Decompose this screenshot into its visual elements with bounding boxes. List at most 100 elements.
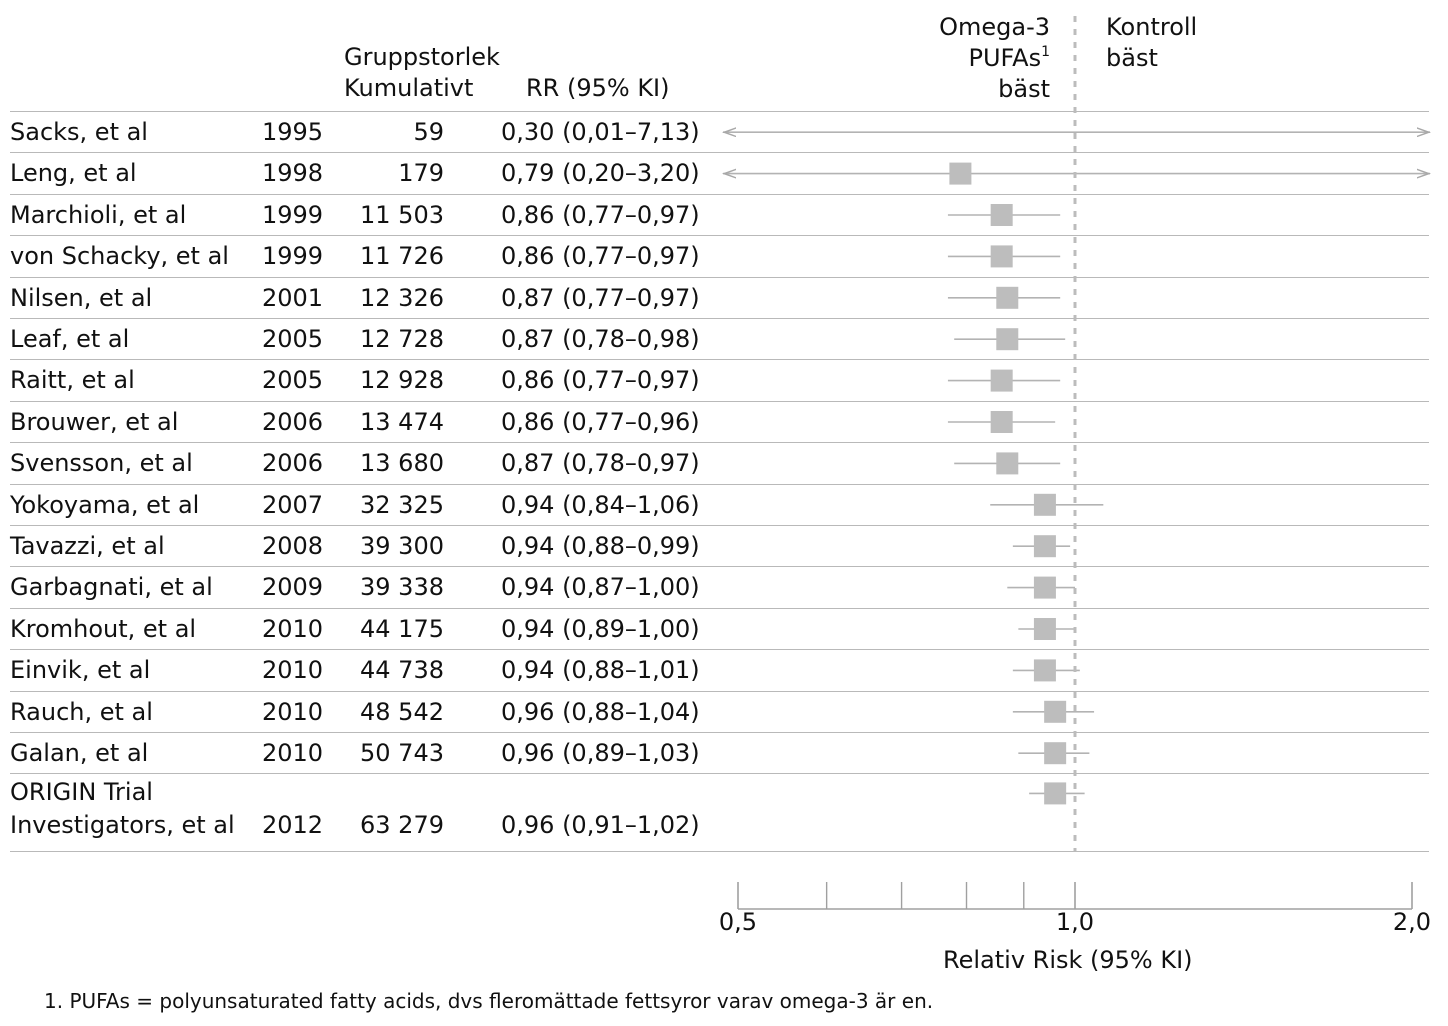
study-year: 2009 <box>262 573 324 602</box>
rr-value: 0,30 (0,01–7,13) <box>501 118 700 146</box>
cumulative-size: 48 542 <box>360 697 444 726</box>
study-name: Svensson, et al <box>10 449 193 478</box>
rr-marker <box>1033 535 1056 558</box>
study-name: Marchioli, et al <box>10 200 187 229</box>
rr-value: 0,96 (0,88–1,04) <box>501 697 700 726</box>
study-name: Brouwer, et al <box>10 407 179 436</box>
rr-marker <box>996 328 1019 351</box>
row-divider <box>10 235 1429 237</box>
study-year: 1998 <box>262 159 324 188</box>
x-tick-label: 2,0 <box>1392 908 1432 936</box>
rr-value: 0,87 (0,78–0,97) <box>501 449 700 478</box>
rr-value: 0,96 (0,91–1,02) <box>501 811 700 840</box>
cumulative-size: 44 738 <box>360 656 444 685</box>
study-year: 2007 <box>262 490 324 519</box>
rr-marker <box>1033 576 1056 599</box>
footnote-marker: 1 <box>1041 44 1050 60</box>
cumulative-size: 11 726 <box>360 242 444 271</box>
rr-marker <box>1044 742 1067 765</box>
row-divider <box>10 732 1429 733</box>
cumulative-size: 39 300 <box>360 532 444 560</box>
study-year: 2001 <box>262 283 324 312</box>
x-axis <box>737 882 1413 910</box>
row-divider <box>10 690 1429 692</box>
cumulative-size: 12 326 <box>360 283 444 312</box>
cumulative-size: 32 325 <box>360 490 444 519</box>
rr-marker <box>1033 493 1056 516</box>
rr-marker <box>990 411 1013 433</box>
study-year: 2005 <box>262 325 324 353</box>
row-divider <box>10 566 1429 568</box>
row-divider <box>10 276 1429 278</box>
study-name: Galan, et al <box>10 739 149 767</box>
rr-marker <box>1033 659 1056 682</box>
row-divider <box>10 607 1429 609</box>
rr-value: 0,87 (0,78–0,98) <box>501 325 700 353</box>
omega3-label-line1: Omega-3 <box>939 13 1050 41</box>
rr-value: 0,86 (0,77–0,97) <box>501 200 700 229</box>
row-divider <box>10 773 1429 775</box>
study-name: Sacks, et al <box>10 118 148 146</box>
study-name: Yokoyama, et al <box>10 490 200 519</box>
study-year: 2010 <box>262 656 324 685</box>
rr-value: 0,86 (0,77–0,97) <box>501 242 700 271</box>
study-year: 2010 <box>262 697 324 726</box>
study-name: Leng, et al <box>10 159 137 188</box>
study-name: Leaf, et al <box>10 325 130 353</box>
footnote: 1. PUFAs = polyunsaturated fatty acids, … <box>44 989 934 1013</box>
rr-value: 0,94 (0,87–1,00) <box>501 573 700 602</box>
study-name: Rauch, et al <box>10 697 153 726</box>
rr-marker <box>990 204 1013 226</box>
study-name-line2: Investigators, et al <box>10 811 235 840</box>
rr-value: 0,86 (0,77–0,97) <box>501 366 700 395</box>
rr-marker <box>996 452 1019 475</box>
rr-value: 0,94 (0,88–1,01) <box>501 656 700 685</box>
group-size-header-line1: Gruppstorlek <box>344 43 500 71</box>
group-size-header-line2: Kumulativt <box>344 74 474 102</box>
row-divider <box>10 193 1429 195</box>
cumulative-size: 39 338 <box>360 573 444 602</box>
row-divider <box>10 649 1429 651</box>
cumulative-size: 13 680 <box>360 449 444 478</box>
study-year: 2006 <box>262 407 324 436</box>
control-label-line2: bäst <box>1106 44 1158 72</box>
table-header-divider <box>10 111 1429 112</box>
study-year: 1999 <box>262 242 324 271</box>
study-name: Kromhout, et al <box>10 614 197 643</box>
study-name: ORIGIN Trial <box>10 778 153 807</box>
rr-marker <box>1044 782 1067 805</box>
row-divider <box>10 400 1429 402</box>
study-name: Einvik, et al <box>10 656 151 685</box>
study-year: 2010 <box>262 739 324 767</box>
rr-value: 0,79 (0,20–3,20) <box>501 159 700 188</box>
omega3-label-line3: bäst <box>998 75 1050 103</box>
cumulative-size: 63 279 <box>360 811 444 840</box>
study-name: Raitt, et al <box>10 366 135 395</box>
cumulative-size: 44 175 <box>360 614 444 643</box>
x-tick-label: 0,5 <box>718 908 758 936</box>
study-name: Tavazzi, et al <box>10 532 165 560</box>
rr-marker <box>996 286 1019 309</box>
study-year: 2012 <box>262 811 324 840</box>
rr-marker <box>1044 700 1067 723</box>
pufas-text: PUFAs <box>968 44 1042 72</box>
control-favored-label: Kontroll bäst <box>1106 12 1197 74</box>
study-year: 1995 <box>262 118 324 146</box>
cumulative-size: 179 <box>398 159 444 188</box>
rr-value: 0,94 (0,88–0,99) <box>501 532 700 560</box>
row-divider <box>10 318 1429 319</box>
cumulative-size: 59 <box>413 118 444 146</box>
study-year: 1999 <box>262 200 324 229</box>
rr-value: 0,86 (0,77–0,96) <box>501 407 700 436</box>
cumulative-size: 11 503 <box>360 200 444 229</box>
cumulative-size: 12 928 <box>360 366 444 395</box>
study-year: 2010 <box>262 614 324 643</box>
rr-marker <box>1033 618 1056 640</box>
cumulative-size: 13 474 <box>360 407 444 436</box>
control-label-line1: Kontroll <box>1106 13 1198 41</box>
study-name: Nilsen, et al <box>10 283 153 312</box>
rr-value: 0,94 (0,89–1,00) <box>501 614 700 643</box>
study-year: 2008 <box>262 532 324 560</box>
